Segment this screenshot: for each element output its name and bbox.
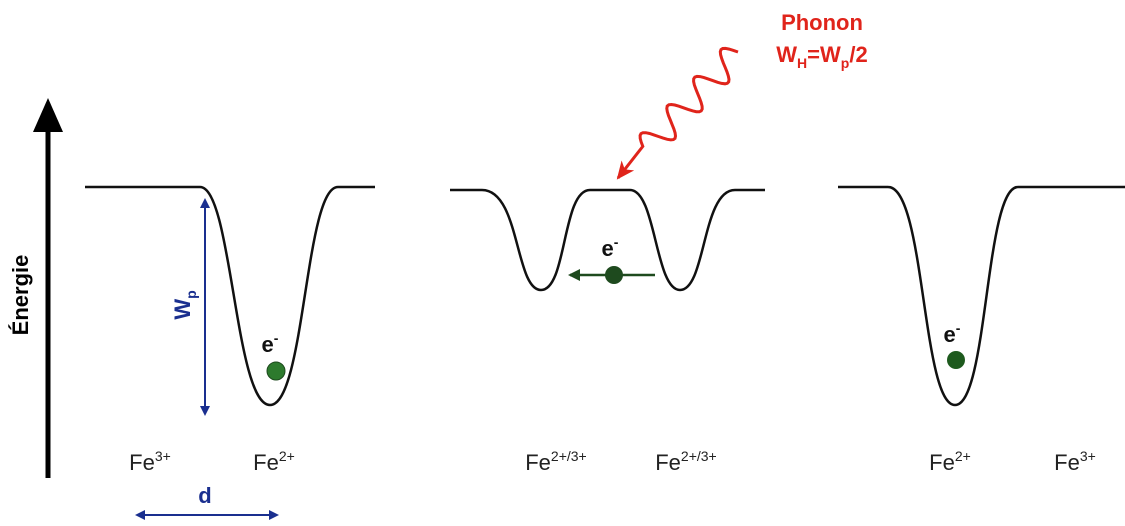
t: Fe xyxy=(525,450,551,475)
e: e xyxy=(262,332,274,357)
ion-label: Fe2+/3+ xyxy=(525,448,587,475)
potential-well xyxy=(838,185,1125,407)
e: e xyxy=(602,236,614,261)
w: W xyxy=(170,299,195,320)
f: p xyxy=(841,55,850,71)
wp-label: Wp xyxy=(170,290,199,319)
ion-label: Fe2+ xyxy=(253,448,295,475)
t: Fe xyxy=(253,450,279,475)
phonon-formula: WH=Wp/2 xyxy=(776,42,867,71)
electron-label: e- xyxy=(262,330,279,357)
f: /2 xyxy=(849,42,867,67)
f: W xyxy=(776,42,797,67)
axis-arrowhead xyxy=(33,98,63,132)
ion-label: Fe3+ xyxy=(1054,448,1096,475)
ion-label: Fe2+ xyxy=(929,448,971,475)
t: Fe xyxy=(929,450,955,475)
electron xyxy=(947,351,965,369)
electron xyxy=(266,361,286,381)
e: - xyxy=(956,320,961,336)
double-well xyxy=(450,188,765,292)
t: 2+/3+ xyxy=(681,448,717,464)
t: 3+ xyxy=(155,448,171,464)
phonon-label: Phonon xyxy=(781,10,863,35)
f: =W xyxy=(807,42,841,67)
axis-label: Énergie xyxy=(8,255,33,336)
ion-label: Fe2+/3+ xyxy=(655,448,717,475)
electron-label: e- xyxy=(944,320,961,347)
t: 2+ xyxy=(279,448,295,464)
electron-label: e- xyxy=(602,234,619,261)
electron xyxy=(605,266,623,284)
f: H xyxy=(797,55,807,71)
ion-label: Fe3+ xyxy=(129,448,171,475)
potential-well xyxy=(85,185,375,407)
t: Fe xyxy=(129,450,155,475)
t: 2+ xyxy=(955,448,971,464)
e: e xyxy=(944,322,956,347)
e: - xyxy=(274,330,279,346)
t: Fe xyxy=(1054,450,1080,475)
phonon-wave xyxy=(616,46,739,180)
p: p xyxy=(183,290,199,299)
t: 2+/3+ xyxy=(551,448,587,464)
t: 3+ xyxy=(1080,448,1096,464)
d-label: d xyxy=(198,483,211,508)
t: Fe xyxy=(655,450,681,475)
e: - xyxy=(614,234,619,250)
